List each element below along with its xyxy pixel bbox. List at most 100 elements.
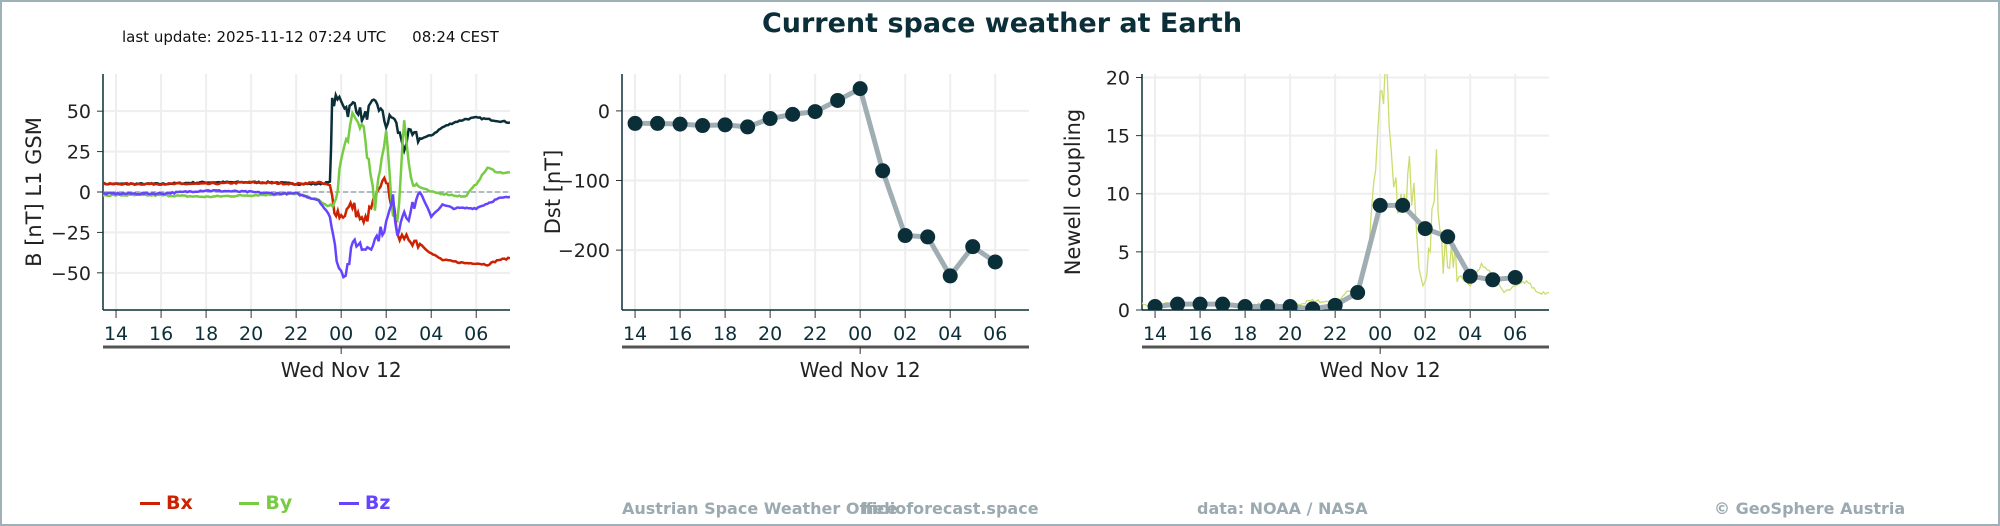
series-dst-point — [897, 228, 913, 244]
series-dst-point — [650, 115, 666, 131]
series-newell-hourly--point — [1440, 229, 1456, 245]
series-dst-point — [987, 254, 1003, 270]
x-axis-label: Wed Nov 12 — [800, 358, 921, 382]
series-dst-point — [875, 163, 891, 179]
x-tick-label: 06 — [464, 323, 488, 345]
y-tick-label: 0 — [598, 101, 610, 123]
y-axis-label: Newell coupling — [1061, 109, 1085, 275]
series-dst-point — [942, 268, 958, 284]
chart-1: 14 16 18 20 22 00 02 04 06 50 25 0 −25 −50 Wed Nov 12 B… — [22, 74, 510, 382]
series-dst-point — [852, 81, 868, 97]
series-dst-point — [740, 119, 756, 135]
series-dst-point — [717, 117, 733, 133]
legend-by-swatch — [239, 502, 260, 505]
y-tick-label: −25 — [51, 222, 91, 244]
x-tick-label: 04 — [419, 323, 443, 345]
x-axis-label: Wed Nov 12 — [281, 358, 402, 382]
x-tick-label: 00 — [329, 323, 353, 345]
series-group — [103, 90, 510, 279]
series-newell-hourly--point — [1327, 297, 1343, 310]
y-tick-label: −100 — [558, 171, 610, 193]
legend-by-label: By — [265, 492, 293, 514]
x-tick-label: 02 — [1413, 323, 1437, 345]
last-update: last update: 2025-11-12 07:24 UTC 08:24 C… — [122, 28, 525, 46]
x-tick-label: 16 — [1188, 323, 1212, 345]
x-tick-label: 20 — [1278, 323, 1302, 345]
series-newell-hourly--point — [1417, 221, 1433, 237]
x-tick-label: 00 — [848, 323, 872, 345]
x-tick-label: 06 — [983, 323, 1007, 345]
x-tick-label: 14 — [623, 323, 647, 345]
y-tick-label: 0 — [1118, 300, 1130, 322]
series-dst-point — [965, 239, 981, 255]
series-newell-hourly--point — [1372, 197, 1388, 213]
series-newell-hourly--point — [1395, 197, 1411, 213]
x-tick-label: 16 — [668, 323, 692, 345]
series-dst-point — [807, 104, 823, 120]
series-newell-hourly--point — [1462, 268, 1478, 284]
series-group — [627, 81, 1003, 284]
y-tick-label: −200 — [558, 240, 610, 262]
series-dst-point — [695, 118, 711, 134]
last-update-local: 08:24 CEST — [412, 28, 499, 46]
x-tick-label: 06 — [1503, 323, 1527, 345]
x-tick-label: 20 — [239, 323, 263, 345]
series-dst-point — [785, 106, 801, 122]
legend-by: By — [239, 492, 292, 514]
series-bt — [103, 90, 510, 187]
y-tick-label: 10 — [1106, 184, 1130, 206]
y-tick-label: 15 — [1106, 126, 1130, 148]
y-axis-label: B [nT] L1 GSM — [22, 117, 46, 267]
series-bx — [103, 175, 510, 267]
x-axis-label: Wed Nov 12 — [1320, 358, 1441, 382]
footer-copyright: © GeoSphere Austria — [1714, 499, 1906, 518]
page-title: Current space weather at Earth — [761, 8, 1243, 39]
series-newell-hourly--point — [1215, 296, 1231, 310]
y-tick-label: 50 — [67, 101, 91, 123]
series-newell-hourly--point — [1350, 285, 1366, 301]
series-newell-hourly--point — [1147, 299, 1163, 310]
x-tick-label: 02 — [893, 323, 917, 345]
chart-3: 14 16 18 20 22 00 02 04 06 0 5 10 15 20 Wed Nov 12 Newe… — [1061, 67, 1549, 382]
footer-data-source: data: NOAA / NASA — [1197, 499, 1368, 518]
x-tick-label: 18 — [713, 323, 737, 345]
x-tick-label: 22 — [284, 323, 308, 345]
y-tick-label: 25 — [67, 142, 91, 164]
series-newell-hourly--point — [1237, 299, 1253, 310]
y-tick-label: 0 — [79, 182, 91, 204]
legend-bz-swatch — [338, 502, 359, 505]
y-tick-label: 20 — [1106, 67, 1130, 89]
series-dst-point — [762, 111, 778, 127]
x-tick-label: 16 — [149, 323, 173, 345]
footer-site[interactable]: helioforecast.space — [862, 499, 1039, 518]
series-group — [1142, 74, 1549, 310]
legend-bz-label: Bz — [364, 492, 391, 514]
legend-bx-label: Bx — [166, 492, 193, 514]
y-tick-label: −50 — [51, 263, 91, 285]
x-tick-label: 18 — [194, 323, 218, 345]
series-newell-1-min- — [1142, 74, 1549, 308]
last-update-utc: last update: 2025-11-12 07:24 UTC — [122, 28, 387, 46]
series-dst-point — [672, 116, 688, 132]
series-bz — [103, 188, 510, 279]
x-tick-label: 02 — [374, 323, 398, 345]
y-tick-label: 5 — [1118, 242, 1130, 264]
series-newell-hourly--point — [1260, 299, 1276, 310]
series-dst-point — [830, 92, 846, 108]
x-tick-label: 20 — [758, 323, 782, 345]
x-tick-label: 04 — [1458, 323, 1482, 345]
x-tick-label: 22 — [803, 323, 827, 345]
legend: Bx By Bz — [140, 492, 430, 514]
legend-bx: Bx — [140, 492, 193, 514]
x-tick-label: 00 — [1368, 323, 1392, 345]
x-tick-label: 14 — [1143, 323, 1167, 345]
y-axis-label: Dst [nT] — [541, 150, 565, 235]
series-newell-hourly--point — [1170, 296, 1186, 310]
series-dst-point — [627, 115, 643, 131]
series-newell-hourly--point — [1282, 299, 1298, 310]
legend-bx-swatch — [140, 502, 160, 505]
series-dst-point — [920, 229, 936, 245]
chart-2: 14 16 18 20 22 00 02 04 06 0 −100 −200 Wed Nov 12 Dst… — [541, 74, 1029, 382]
